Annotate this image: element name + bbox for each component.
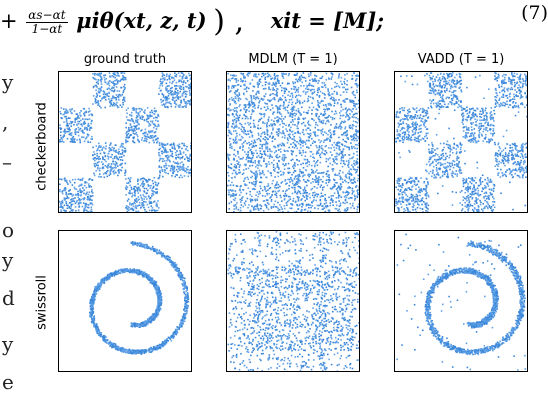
margin-glyphs: y , – o y d y e: [2, 70, 22, 400]
margin-glyph: ,: [2, 110, 9, 134]
eq-fraction: αs−αt 1−αt: [26, 8, 68, 36]
panel-checkerboard-vadd: [394, 71, 528, 213]
equation-line: + αs−αt 1−αt μiθ(xt, z, t) ) , xit = [M]…: [0, 0, 548, 44]
eq-frac-numerator: αs−αt: [26, 8, 68, 23]
margin-glyph: d: [2, 286, 15, 310]
eq-mu-term: μiθ(xt, z, t): [76, 8, 207, 33]
equation-body: + αs−αt 1−αt μiθ(xt, z, t) ) , xit = [M]…: [0, 4, 384, 39]
margin-glyph: y: [2, 70, 14, 94]
row-label-checkerboard: checkerboard: [34, 102, 50, 191]
panel-checkerboard-ground-truth: [58, 71, 192, 213]
margin-glyph: –: [2, 150, 12, 174]
margin-glyph: y: [2, 248, 14, 272]
row-label-swissroll: swissroll: [34, 275, 50, 330]
scatter-swissroll-mdlm: [227, 231, 359, 371]
panel-swissroll-mdlm: [226, 230, 360, 372]
eq-plus: +: [0, 9, 18, 33]
scatter-checkerboard-mdlm: [227, 72, 359, 212]
column-title-vadd: VADD (T = 1): [417, 52, 505, 67]
panel-checkerboard-mdlm: [226, 71, 360, 213]
scatter-checkerboard-vadd: [395, 72, 527, 212]
scatter-swissroll-vadd: [396, 233, 527, 371]
column-title-mdlm: MDLM (T = 1): [248, 52, 338, 67]
scatter-checkerboard-ground-truth: [59, 72, 191, 212]
margin-glyph: o: [2, 218, 15, 242]
panel-swissroll-ground-truth: [58, 230, 192, 372]
margin-glyph: e: [2, 370, 14, 394]
scatter-swissroll-ground-truth: [89, 241, 190, 355]
margin-glyph: y: [2, 332, 14, 356]
eq-frac-denominator: 1−αt: [31, 22, 63, 36]
equation-number: (7): [521, 2, 548, 24]
eq-close: ) ,: [213, 4, 245, 39]
eq-assign: xit = [M];: [270, 8, 385, 33]
column-title-ground-truth: ground truth: [83, 52, 167, 67]
panel-swissroll-vadd: [394, 230, 528, 372]
